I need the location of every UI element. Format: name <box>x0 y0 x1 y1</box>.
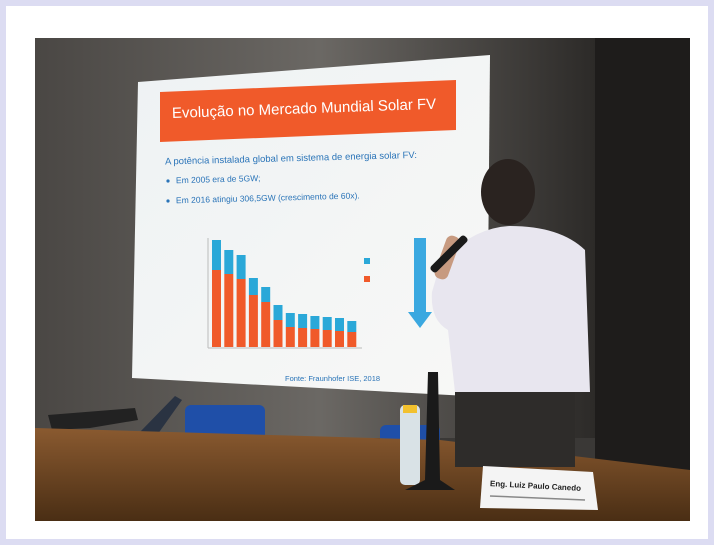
bar-segment <box>274 305 283 320</box>
water-bottle <box>400 405 420 485</box>
bar-segment <box>224 274 233 347</box>
bar-segment <box>212 270 221 347</box>
bar-segment <box>310 329 319 347</box>
bar-segment <box>249 278 258 295</box>
bar-segment <box>310 316 319 329</box>
bar-segment <box>249 295 258 347</box>
bar-segment <box>212 240 221 270</box>
bar-segment <box>286 327 295 347</box>
bar-segment <box>298 328 307 347</box>
chart-legend-swatch <box>364 258 370 264</box>
bar-segment <box>347 332 356 347</box>
bar-segment <box>323 330 332 347</box>
bar-segment <box>286 313 295 327</box>
chart-legend-swatch <box>364 276 370 282</box>
bar-segment <box>335 331 344 347</box>
bottle-cap <box>403 405 417 413</box>
bar-segment <box>224 250 233 274</box>
bar-segment <box>261 302 270 347</box>
bar-segment <box>347 321 356 332</box>
page: Evolução no Mercado Mundial Solar FV A p… <box>0 0 714 545</box>
bar-segment <box>261 287 270 302</box>
bullet-dot <box>166 179 169 182</box>
presenter-head <box>481 159 535 225</box>
bar-segment <box>335 318 344 331</box>
bar-segment <box>298 314 307 328</box>
monitor <box>455 392 575 467</box>
bullet-dot <box>166 199 169 202</box>
slide-source: Fonte: Fraunhofer ISE, 2018 <box>285 374 380 383</box>
bar-segment <box>237 255 246 279</box>
bar-segment <box>237 279 246 347</box>
bar-segment <box>323 317 332 330</box>
curtain <box>595 38 690 521</box>
bar-segment <box>274 320 283 347</box>
photo-frame: Evolução no Mercado Mundial Solar FV A p… <box>0 0 714 545</box>
